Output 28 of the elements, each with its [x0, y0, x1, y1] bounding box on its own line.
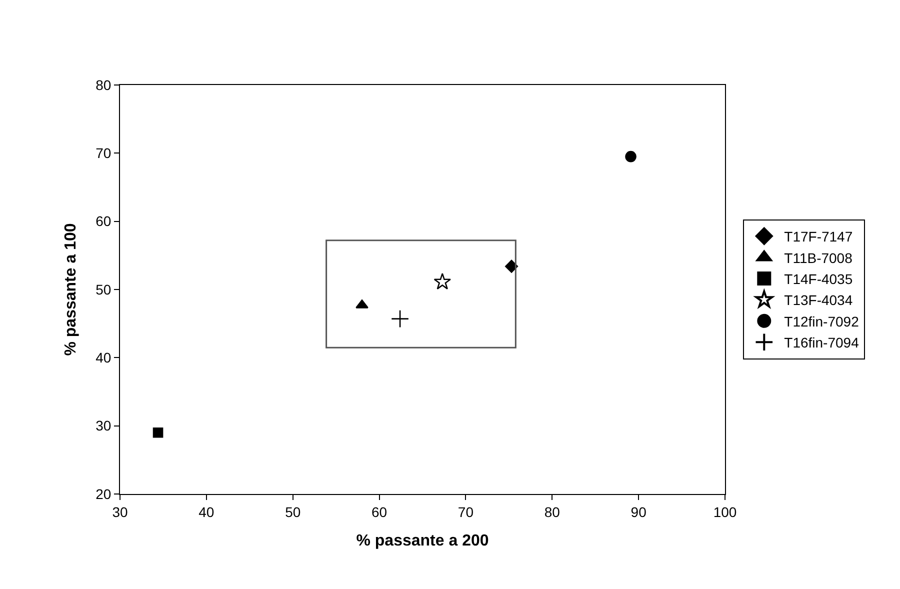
- point: [390, 310, 410, 328]
- y-axis-title: % passante a 100: [62, 223, 80, 356]
- y-tick-label: 20: [96, 486, 112, 502]
- y-tick-label: 50: [96, 281, 112, 298]
- x-tick-label: 30: [112, 504, 128, 520]
- x-tick-label: 90: [630, 504, 647, 520]
- y-tick-label: 60: [96, 213, 112, 230]
- legend-label: T12fin-7092: [784, 313, 860, 330]
- x-tick-label: 70: [458, 504, 474, 520]
- point: [625, 150, 636, 162]
- y-tick-label: 70: [96, 145, 112, 162]
- x-tick-label: 60: [372, 504, 388, 520]
- y-tick-label: 30: [96, 418, 112, 434]
- x-tick-label: 40: [198, 504, 214, 520]
- x-tick-label: 100: [713, 504, 737, 520]
- point: [434, 272, 452, 290]
- x-axis-title: % passante a 200: [356, 532, 489, 550]
- legend-label: T13F-4034: [784, 292, 853, 308]
- y-tick-label: 40: [96, 350, 112, 366]
- legend-label: T14F-4035: [784, 270, 853, 287]
- point: [152, 428, 164, 438]
- y-tick-label: 80: [96, 76, 112, 93]
- x-tick-label: 80: [544, 504, 560, 520]
- legend-label: T16fin-7094: [784, 334, 860, 351]
- point: [505, 260, 518, 273]
- x-tick-label: 50: [285, 504, 301, 520]
- legend-label: T11B-7008: [784, 250, 853, 266]
- legend-label: T17F-7147: [784, 228, 853, 245]
